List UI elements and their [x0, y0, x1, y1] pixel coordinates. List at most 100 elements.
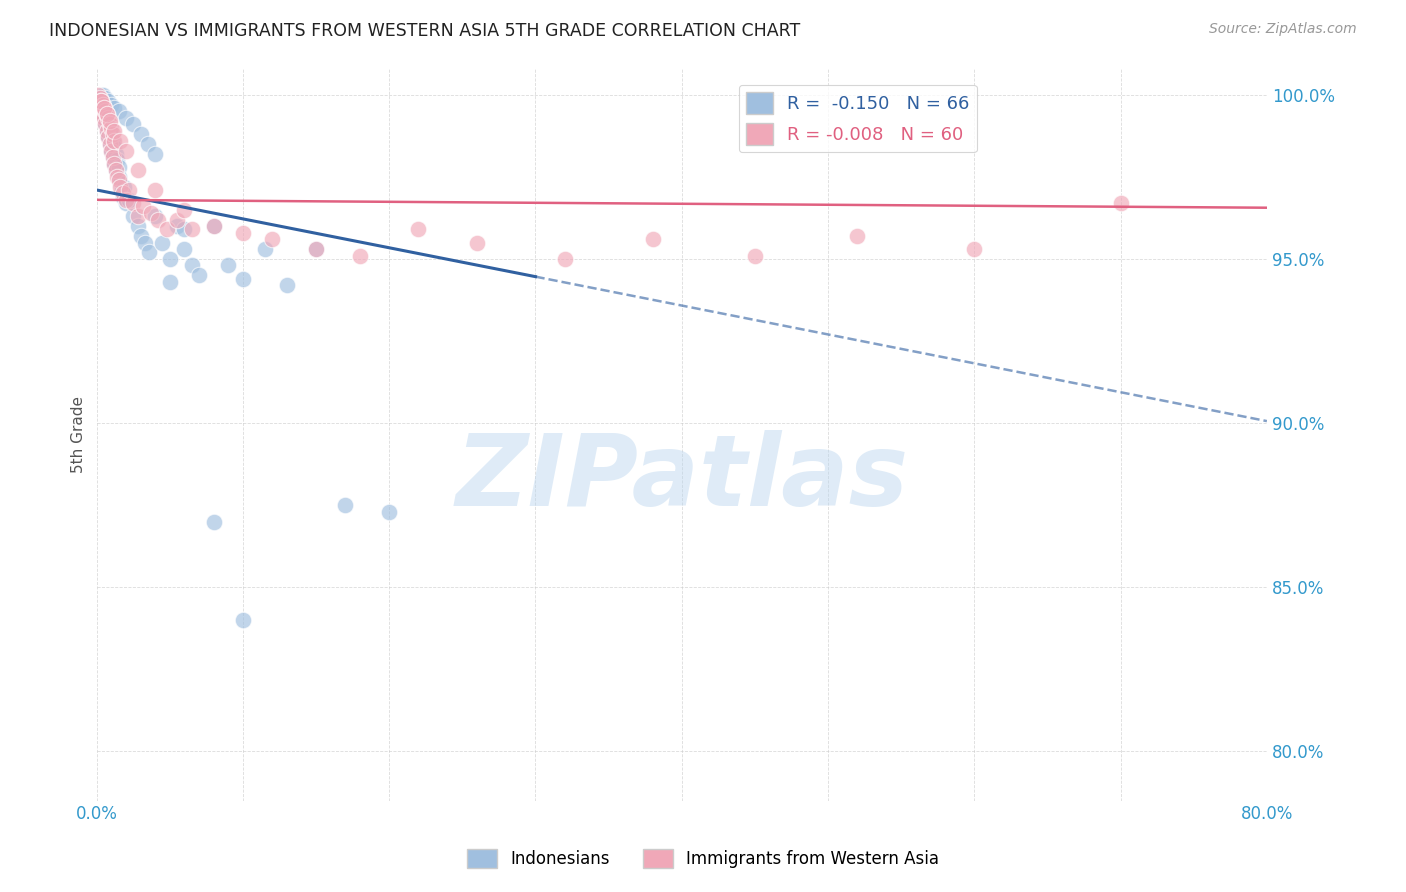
Point	[378, 505, 401, 519]
Point	[100, 127, 122, 141]
Point	[173, 242, 195, 256]
Point	[96, 107, 118, 121]
Point	[94, 91, 117, 105]
Point	[134, 235, 156, 250]
Text: Source: ZipAtlas.com: Source: ZipAtlas.com	[1209, 22, 1357, 37]
Point	[97, 111, 120, 125]
Point	[232, 226, 254, 240]
Point	[103, 157, 125, 171]
Point	[90, 97, 112, 112]
Point	[101, 127, 124, 141]
Point	[100, 120, 122, 135]
Point	[110, 183, 132, 197]
Point	[98, 136, 121, 151]
Point	[89, 95, 111, 109]
Point	[103, 134, 125, 148]
Point	[180, 222, 202, 236]
Point	[100, 144, 122, 158]
Point	[138, 245, 160, 260]
Point	[122, 209, 145, 223]
Point	[465, 235, 488, 250]
Text: ZIPatlas: ZIPatlas	[456, 430, 908, 527]
Point	[94, 117, 117, 131]
Point	[232, 613, 254, 627]
Point	[93, 101, 115, 115]
Point	[107, 160, 129, 174]
Point	[91, 97, 114, 112]
Point	[100, 97, 122, 112]
Point	[159, 275, 181, 289]
Point	[305, 242, 328, 256]
Point	[108, 134, 131, 148]
Point	[97, 130, 120, 145]
Point	[1109, 196, 1132, 211]
Point	[98, 114, 121, 128]
Point	[152, 235, 174, 250]
Point	[146, 212, 169, 227]
Point	[143, 183, 166, 197]
Point	[103, 101, 125, 115]
Point	[159, 252, 181, 266]
Point	[94, 104, 117, 119]
Point	[105, 153, 128, 168]
Text: INDONESIAN VS IMMIGRANTS FROM WESTERN ASIA 5TH GRADE CORRELATION CHART: INDONESIAN VS IMMIGRANTS FROM WESTERN AS…	[49, 22, 800, 40]
Point	[253, 242, 276, 256]
Point	[262, 232, 284, 246]
Point	[104, 163, 127, 178]
Point	[202, 219, 225, 233]
Point	[108, 177, 131, 191]
Point	[90, 87, 112, 102]
Point	[349, 249, 371, 263]
Point	[93, 101, 115, 115]
Point	[101, 150, 124, 164]
Point	[89, 91, 111, 105]
Point	[744, 249, 766, 263]
Point	[129, 127, 152, 141]
Legend: Indonesians, Immigrants from Western Asia: Indonesians, Immigrants from Western Asi…	[460, 842, 946, 875]
Point	[276, 278, 298, 293]
Point	[202, 219, 225, 233]
Point	[122, 196, 145, 211]
Point	[173, 222, 195, 236]
Point	[90, 95, 112, 109]
Point	[963, 242, 986, 256]
Point	[94, 104, 117, 119]
Point	[91, 107, 114, 121]
Point	[115, 193, 138, 207]
Point	[93, 101, 115, 115]
Point	[846, 229, 869, 244]
Point	[96, 124, 118, 138]
Y-axis label: 5th Grade: 5th Grade	[72, 396, 86, 473]
Point	[118, 193, 141, 207]
Point	[173, 202, 195, 217]
Point	[103, 140, 125, 154]
Point	[111, 186, 134, 201]
Point	[136, 136, 159, 151]
Point	[156, 222, 179, 236]
Point	[107, 173, 129, 187]
Point	[90, 95, 112, 109]
Point	[101, 150, 124, 164]
Point	[127, 209, 149, 223]
Point	[115, 111, 138, 125]
Legend: R =  -0.150   N = 66, R = -0.008   N = 60: R = -0.150 N = 66, R = -0.008 N = 60	[738, 85, 977, 153]
Point	[103, 124, 125, 138]
Point	[104, 147, 127, 161]
Point	[91, 87, 114, 102]
Point	[111, 189, 134, 203]
Point	[143, 209, 166, 223]
Point	[166, 219, 188, 233]
Point	[105, 169, 128, 184]
Point	[166, 212, 188, 227]
Point	[101, 134, 124, 148]
Point	[114, 179, 136, 194]
Point	[335, 498, 357, 512]
Point	[127, 219, 149, 233]
Point	[97, 114, 120, 128]
Point	[118, 183, 141, 197]
Point	[641, 232, 664, 246]
Point	[104, 163, 127, 178]
Point	[554, 252, 576, 266]
Point	[90, 101, 112, 115]
Point	[97, 95, 120, 109]
